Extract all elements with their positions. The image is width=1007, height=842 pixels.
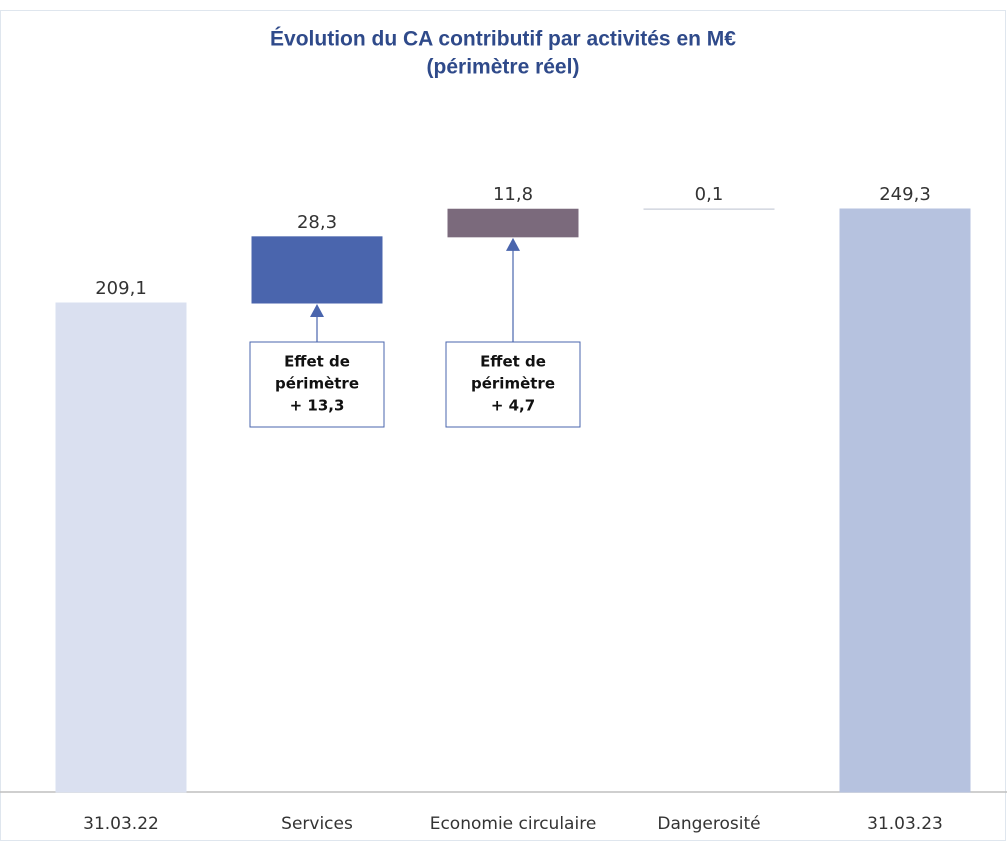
annotation-text: + 13,3	[290, 397, 345, 415]
arrow-head	[310, 304, 324, 318]
chart-title: Évolution du CA contributif par activité…	[270, 28, 736, 51]
chart-subtitle: (périmètre réel)	[427, 56, 580, 79]
annotation-text: + 4,7	[491, 397, 535, 415]
x-tick-label: Services	[281, 814, 353, 834]
annotation-text: périmètre	[275, 375, 359, 393]
chart-frame	[0, 10, 1006, 841]
x-tick-label: 31.03.23	[867, 814, 943, 834]
value-label: 28,3	[297, 212, 337, 233]
value-label: 11,8	[493, 184, 533, 205]
annotation-text: Effet de	[480, 353, 546, 371]
bar	[55, 302, 187, 793]
value-label: 249,3	[879, 184, 931, 205]
value-label: 0,1	[695, 184, 724, 205]
bar	[447, 208, 579, 238]
x-tick-label: 31.03.22	[83, 814, 159, 834]
x-tick-label: Dangerosité	[657, 814, 760, 834]
arrow-head	[506, 237, 520, 251]
annotation-box	[249, 341, 385, 428]
value-label: 209,1	[95, 278, 147, 299]
x-tick-label: Economie circulaire	[430, 814, 597, 834]
annotation-text: périmètre	[471, 375, 555, 393]
bar	[839, 208, 971, 793]
bar	[251, 236, 383, 304]
annotation-box	[445, 341, 581, 428]
annotation-text: Effet de	[284, 353, 350, 371]
